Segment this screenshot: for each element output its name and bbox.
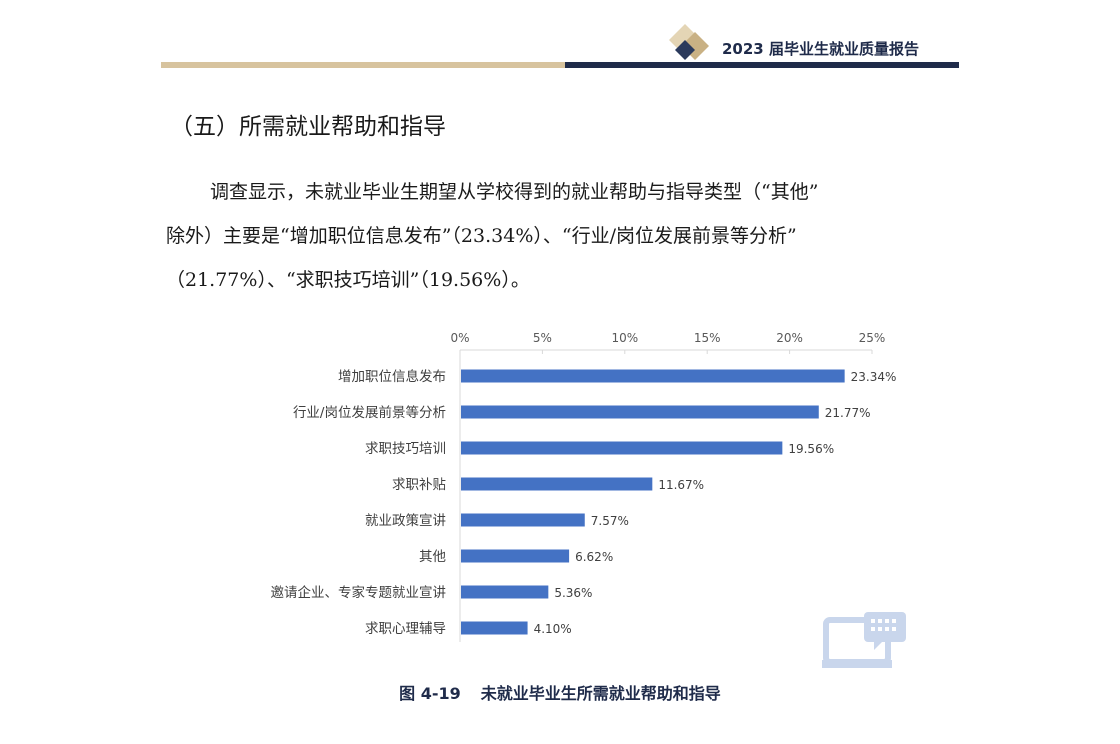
bar [461,477,653,491]
value-label: 6.62% [575,550,613,564]
computer-chat-watermark-icon [822,612,906,668]
bar [461,585,549,599]
body-paragraph: 调查显示，未就业毕业生期望从学校得到的就业帮助与指导类型（“其他” 除外）主要是… [166,170,966,302]
x-tick-label: 0% [450,331,469,345]
category-label: 求职技巧培训 [365,441,446,457]
value-label: 7.57% [591,514,629,528]
paragraph-line-2: 除外）主要是“增加职位信息发布”（23.34%）、“行业/岗位发展前景等分析” [166,225,797,247]
bar [461,621,528,635]
category-label: 就业政策宣讲 [365,512,446,529]
header-rule-gold [161,62,565,68]
x-tick-label: 10% [611,331,638,345]
bar [461,549,570,563]
value-label: 21.77% [825,406,871,420]
figure-title: 未就业毕业生所需就业帮助和指导 [480,684,721,703]
value-label: 11.67% [658,478,704,492]
bar [461,369,845,383]
category-label: 求职心理辅导 [365,621,446,637]
value-label: 19.56% [788,442,834,456]
value-label: 23.34% [851,370,897,384]
section-heading: （五）所需就业帮助和指导 [170,114,446,140]
x-tick-label: 15% [694,331,721,345]
x-tick-label: 20% [776,331,803,345]
bar [461,513,585,527]
figure-number: 图 4-19 [399,684,461,703]
category-label: 求职补贴 [392,477,446,493]
category-label: 行业/岗位发展前景等分析 [293,404,446,421]
report-title: 2023 届毕业生就业质量报告 [722,40,919,58]
bar [461,405,819,419]
x-tick-label: 5% [533,331,552,345]
figure-caption: 图 4-19 未就业毕业生所需就业帮助和指导 [0,680,1120,704]
category-label: 其他 [419,549,446,565]
category-label: 邀请企业、专家专题就业宣讲 [271,584,447,601]
header-rule-navy [565,62,959,68]
paragraph-line-1: 调查显示，未就业毕业生期望从学校得到的就业帮助与指导类型（“其他” [210,181,819,203]
bar-chart: 0% 5% 10% 15% 20% 25% 增加职位信息发布 23.34% 行业/岗位发展前景等… [271,331,897,642]
value-label: 5.36% [554,586,592,600]
x-tick-label: 25% [859,331,886,345]
value-label: 4.10% [534,622,572,636]
bar [461,441,783,455]
report-logo-icon [669,24,709,60]
category-label: 增加职位信息发布 [338,368,446,385]
paragraph-line-3: （21.77%）、“求职技巧培训”（19.56%）。 [166,269,530,291]
